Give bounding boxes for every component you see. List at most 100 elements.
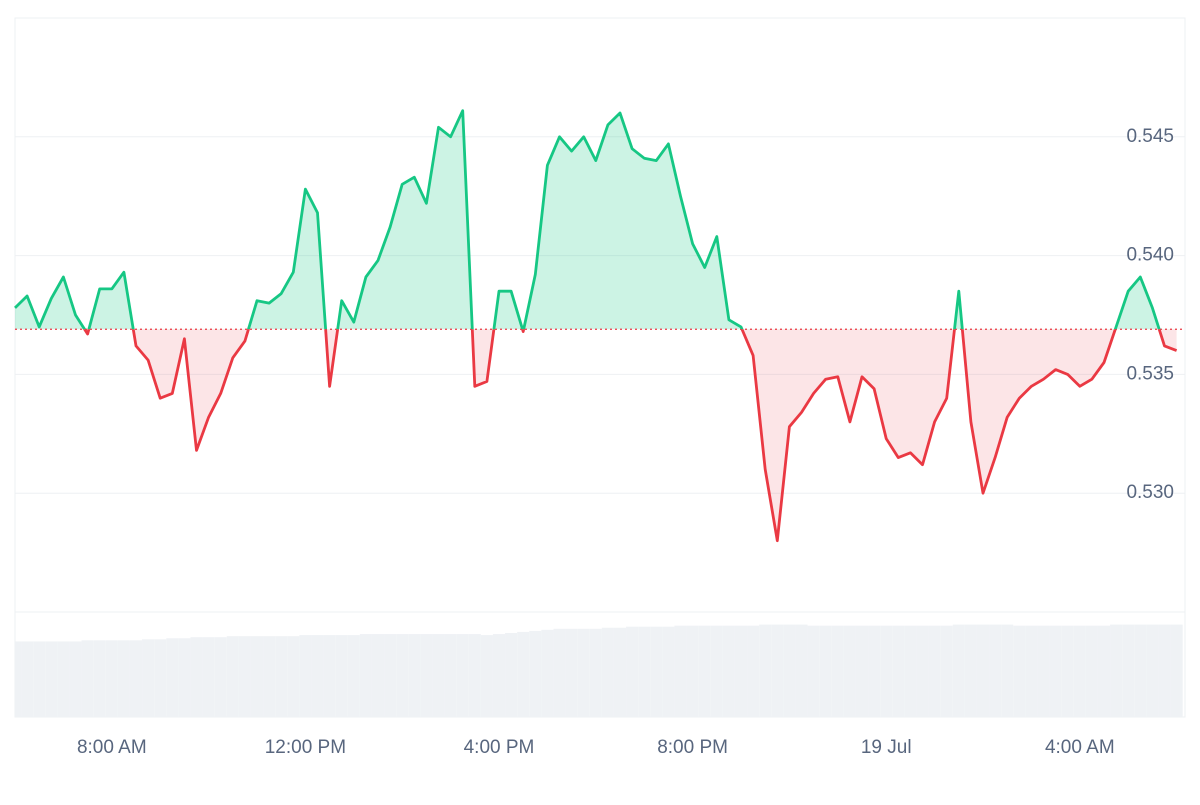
- volume-bar: [1158, 624, 1171, 717]
- volume-bar: [456, 634, 469, 717]
- volume-bar: [964, 624, 977, 717]
- volume-bar: [505, 633, 518, 717]
- volume-bar: [759, 624, 772, 717]
- volume-bar: [93, 640, 106, 717]
- volume-bar: [238, 636, 251, 717]
- volume-bar: [432, 634, 445, 717]
- y-tick-label: 0.530: [1126, 482, 1174, 503]
- volume-bar: [226, 636, 239, 717]
- volume-bar: [214, 637, 227, 717]
- volume-bar: [1037, 625, 1050, 717]
- price-line-down: [82, 329, 1178, 543]
- volume-bar: [468, 634, 481, 717]
- volume-bar: [1110, 624, 1123, 717]
- volume-bar: [371, 634, 385, 717]
- volume-bar: [1085, 625, 1098, 717]
- volume-bar: [1170, 624, 1183, 717]
- volume-bar: [420, 634, 433, 717]
- volume-bar: [359, 634, 372, 717]
- volume-bar: [613, 627, 627, 717]
- volume-bar: [771, 624, 784, 717]
- volume-bar: [480, 635, 493, 717]
- volume-bar: [650, 626, 663, 717]
- volume-bar: [892, 625, 905, 717]
- price-line-up: [14, 109, 1161, 330]
- area-up: [15, 110, 1177, 330]
- volume-bar: [69, 641, 82, 717]
- volume-bar: [142, 639, 155, 717]
- volume-bar: [408, 634, 421, 717]
- volume-bar: [1146, 624, 1159, 717]
- x-tick-label: 4:00 PM: [464, 737, 535, 758]
- volume-bar: [976, 624, 990, 717]
- volume-bar: [904, 625, 917, 717]
- volume-bar: [819, 625, 832, 717]
- volume-bar: [335, 635, 348, 717]
- volume-bar: [577, 628, 590, 717]
- volume-bar: [202, 637, 215, 717]
- volume-bar: [795, 624, 808, 717]
- volume-bar: [347, 635, 360, 717]
- x-tick-label: 19 Jul: [861, 737, 912, 758]
- volume-bar: [1049, 625, 1062, 717]
- volume-bar: [1073, 625, 1086, 717]
- volume-bar: [686, 625, 699, 717]
- volume-bar: [916, 625, 929, 717]
- volume-bar: [662, 626, 675, 717]
- area-down: [84, 329, 1177, 541]
- volume-bar: [517, 631, 530, 717]
- volume-bar: [396, 634, 409, 717]
- volume-bar: [601, 627, 614, 717]
- volume-bar: [880, 625, 893, 717]
- volume-bar: [843, 625, 856, 717]
- volume-bar: [1001, 624, 1014, 717]
- volume-bar: [541, 629, 554, 717]
- x-tick-label: 12:00 PM: [265, 737, 346, 758]
- volume-bar: [831, 625, 844, 717]
- volume-bar: [626, 626, 639, 717]
- volume-bar: [105, 640, 118, 717]
- volume-bar: [21, 641, 34, 717]
- volume-bar: [57, 641, 70, 717]
- volume-bar: [734, 625, 748, 717]
- volume-bar: [154, 639, 167, 717]
- volume-bar: [190, 637, 203, 717]
- y-tick-label: 0.545: [1126, 126, 1174, 147]
- volume-bar: [674, 625, 687, 717]
- volume-bar: [722, 625, 735, 717]
- volume-bar: [1097, 625, 1111, 717]
- volume-bar: [1025, 625, 1038, 717]
- volume-bar: [129, 640, 143, 717]
- volume-bar: [855, 625, 869, 717]
- volume-bar: [638, 626, 651, 717]
- volume-bar: [710, 625, 723, 717]
- x-tick-label: 4:00 AM: [1045, 737, 1115, 758]
- volume-bar: [250, 636, 264, 717]
- volume-bar: [275, 636, 288, 717]
- volume-bar: [589, 628, 602, 717]
- volume-bar: [698, 625, 711, 717]
- volume-bar: [263, 636, 276, 717]
- volume-bar: [444, 634, 457, 717]
- volume-bar: [952, 624, 965, 717]
- volume-bar: [989, 624, 1002, 717]
- y-tick-label: 0.535: [1126, 363, 1174, 384]
- volume-bar: [1061, 625, 1074, 717]
- volume-bar: [178, 638, 191, 717]
- x-tick-label: 8:00 AM: [77, 737, 147, 758]
- volume-bar: [807, 625, 820, 717]
- volume-bar: [940, 625, 953, 717]
- volume-bar: [1134, 624, 1147, 717]
- volume-bar: [299, 635, 312, 717]
- volume-bar: [117, 640, 130, 717]
- volume-bar: [928, 625, 941, 717]
- volume-bar: [33, 641, 46, 717]
- volume-bar: [384, 634, 397, 717]
- volume-bar: [565, 628, 578, 717]
- volume-bar: [553, 628, 566, 717]
- volume-bar: [747, 625, 760, 717]
- volume-bar: [529, 630, 542, 717]
- volume-bar: [15, 641, 22, 717]
